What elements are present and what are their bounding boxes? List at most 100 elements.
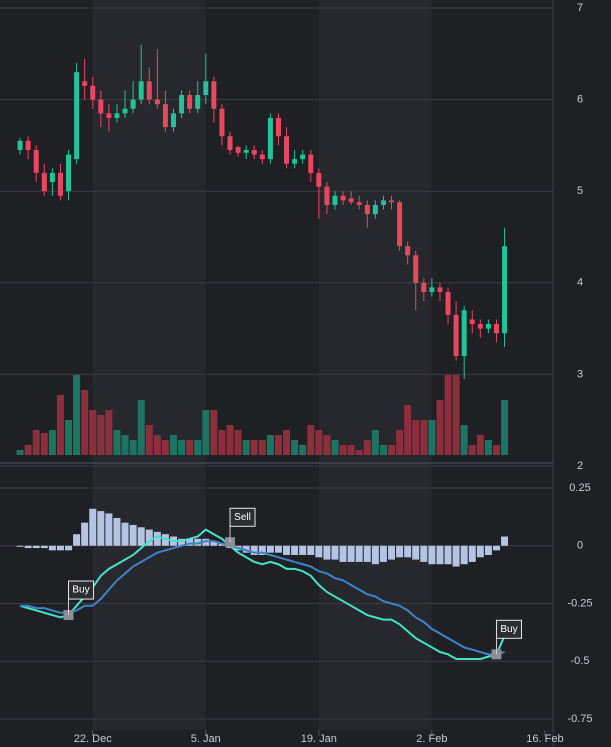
candle-body xyxy=(195,95,201,109)
annotation-label: Buy xyxy=(500,624,517,635)
candle-body xyxy=(461,310,467,357)
candle-body xyxy=(340,195,346,201)
histogram-bar xyxy=(266,545,274,553)
annotation-box xyxy=(229,507,256,527)
histogram-bar xyxy=(460,545,468,565)
candle-body xyxy=(203,81,209,96)
histogram-bar xyxy=(452,545,460,567)
histogram-bar xyxy=(161,534,169,546)
volume-bar xyxy=(339,445,347,455)
candle-body xyxy=(162,104,168,128)
candle-body xyxy=(82,81,88,86)
histogram-bar xyxy=(315,545,323,558)
histogram-bar xyxy=(105,513,113,546)
volume-bar xyxy=(40,433,48,455)
volume-bar xyxy=(202,410,210,455)
candle-body xyxy=(292,159,298,164)
x-tick-label: 22. Dec xyxy=(74,733,112,745)
volume-bar xyxy=(48,430,56,455)
volume-bar xyxy=(315,430,323,455)
histogram-bar xyxy=(121,522,129,546)
volume-bar xyxy=(145,425,153,455)
volume-bar xyxy=(331,440,339,455)
volume-bar xyxy=(226,425,234,455)
volume-bar xyxy=(274,435,282,455)
y-tick-label: 2 xyxy=(577,460,583,472)
candle-body xyxy=(138,81,144,100)
volume-bar xyxy=(24,445,32,455)
volume-bar xyxy=(420,420,428,455)
volume-bar xyxy=(129,440,137,455)
histogram-bar xyxy=(492,545,500,551)
histogram-bar xyxy=(137,527,145,546)
histogram-bar xyxy=(242,545,250,553)
volume-bar xyxy=(436,400,444,455)
candle-body xyxy=(154,99,160,105)
histogram-bar xyxy=(420,545,428,562)
volume-bar xyxy=(291,440,299,455)
volume-bar xyxy=(371,430,379,455)
histogram-bar xyxy=(48,545,56,551)
x-tick-label: 2. Feb xyxy=(416,733,447,745)
histogram-bar xyxy=(323,545,331,560)
volume-bar xyxy=(484,440,492,455)
candle-body xyxy=(429,287,435,292)
annotation-label: Sell xyxy=(234,512,251,523)
candle-body xyxy=(445,291,451,315)
volume-bar xyxy=(81,390,89,455)
annotation-label: Buy xyxy=(72,585,89,596)
candle-body xyxy=(316,172,322,187)
candle-body xyxy=(114,113,120,118)
volume-bar xyxy=(444,375,452,455)
candle-body xyxy=(74,72,80,160)
histogram-bar xyxy=(218,543,226,546)
histogram-bar xyxy=(210,541,218,546)
y-tick-label: 7 xyxy=(577,2,583,14)
candle-body xyxy=(211,81,217,109)
volume-bar xyxy=(476,435,484,455)
candle-body xyxy=(421,282,427,292)
histogram-bar xyxy=(371,545,379,565)
candle-body xyxy=(251,149,257,155)
volume-bar xyxy=(323,435,331,455)
candle-body xyxy=(57,172,63,196)
candle-body xyxy=(356,202,362,205)
histogram-bar xyxy=(145,529,153,546)
histogram-bar xyxy=(250,545,258,555)
volume-bar xyxy=(388,445,396,455)
volume-bar xyxy=(186,440,194,455)
volume-bar xyxy=(73,375,81,455)
volume-bar xyxy=(379,445,387,455)
histogram-bar xyxy=(186,538,194,546)
histogram-bar xyxy=(379,545,387,562)
candle-body xyxy=(372,204,378,215)
volume-bar xyxy=(89,410,97,455)
volume-bar xyxy=(266,435,274,455)
candle-body xyxy=(243,149,249,153)
volume-bar xyxy=(169,435,177,455)
volume-bar xyxy=(460,425,468,455)
labels: 22. Dec 5. Jan 19. Jan 2. Feb 16. Feb 2 3 4 5 6 7 0… xyxy=(68,2,593,745)
histogram-bar xyxy=(307,545,315,555)
histogram-bar xyxy=(283,545,291,555)
candle-body xyxy=(66,154,72,192)
volume-bar xyxy=(153,435,161,455)
candle-body xyxy=(179,95,185,114)
y-tick-label: 0 xyxy=(577,540,583,552)
volume-bar xyxy=(113,430,121,455)
indicator-line xyxy=(19,528,506,660)
histogram-bar xyxy=(347,545,355,562)
histogram-bar xyxy=(396,545,404,558)
volume-bar xyxy=(283,430,291,455)
band xyxy=(318,0,432,730)
volume-bar xyxy=(56,395,64,455)
volume-bar xyxy=(404,405,412,455)
volume-bar xyxy=(492,445,500,455)
candle-body xyxy=(130,99,136,109)
histogram-bar xyxy=(444,545,452,565)
histogram-bar xyxy=(97,511,105,546)
candle-body xyxy=(187,95,193,109)
volume-bar xyxy=(218,430,226,455)
candle-body xyxy=(275,117,281,137)
